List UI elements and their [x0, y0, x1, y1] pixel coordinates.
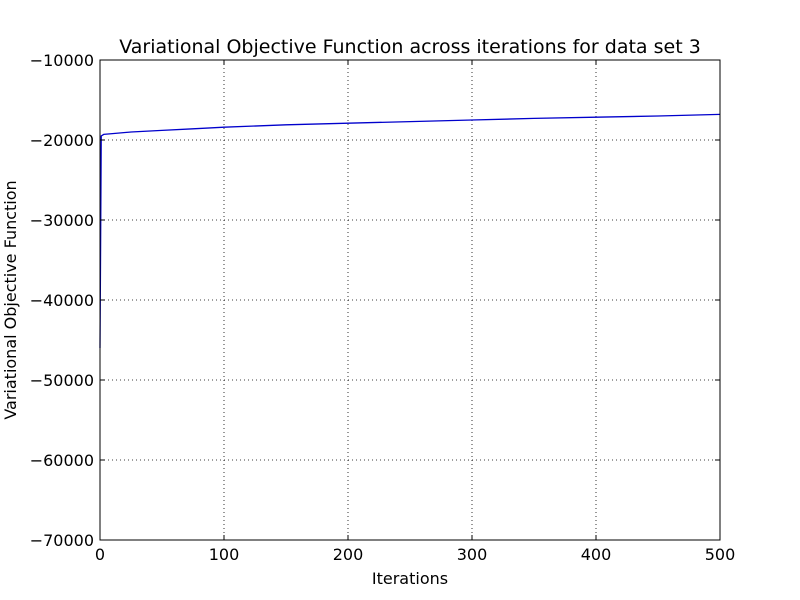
series-layer: [99, 113, 721, 349]
series-line: [99, 113, 721, 349]
chart-title: Variational Objective Function across it…: [119, 36, 701, 58]
y-tick-label: −10000: [30, 51, 94, 70]
y-tick-label: −20000: [30, 131, 94, 150]
x-tick-label: 100: [209, 545, 240, 564]
y-axis-label: Variational Objective Function: [1, 180, 20, 419]
x-tick-label: 0: [95, 545, 105, 564]
y-tick-label: −60000: [30, 451, 94, 470]
x-axis-label: Iterations: [372, 569, 448, 588]
y-tick-label: −30000: [30, 211, 94, 230]
x-tick-label: 400: [581, 545, 612, 564]
y-tick-label: −70000: [30, 531, 94, 550]
y-tick-label: −40000: [30, 291, 94, 310]
tick-layer: 0 100 200 300 400 500 −70000 −60000 −50000 −40000…: [30, 51, 736, 564]
y-tick-label: −50000: [30, 371, 94, 390]
x-tick-label: 300: [457, 545, 488, 564]
x-tick-label: 500: [705, 545, 736, 564]
x-tick-label: 200: [333, 545, 364, 564]
